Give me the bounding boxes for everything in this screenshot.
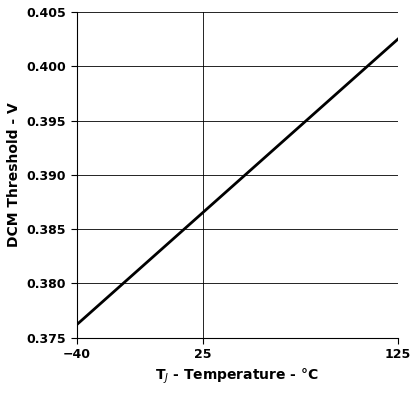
Y-axis label: DCM Threshold - V: DCM Threshold - V [7, 103, 21, 247]
X-axis label: T$_J$ - Temperature - °C: T$_J$ - Temperature - °C [155, 367, 319, 386]
